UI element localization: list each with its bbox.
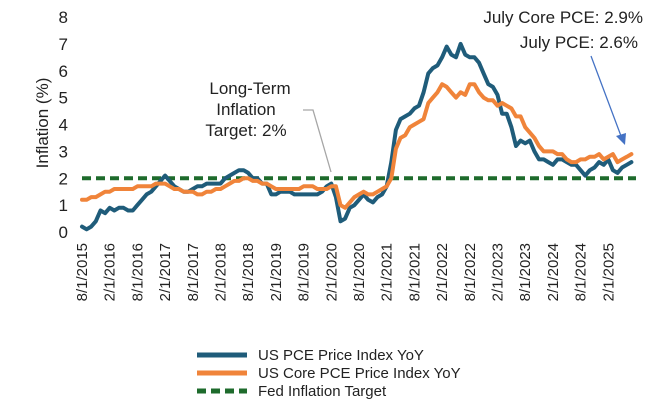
annotation-long-term-line-2: Inflation [216, 100, 276, 119]
annotation-pce: July PCE: 2.6% [520, 33, 638, 145]
annotation-pce-arrow [590, 55, 622, 137]
x-tick-label: 2/1/2017 [157, 243, 174, 301]
annotation-long-term-leader [303, 109, 332, 173]
x-tick-label: 2/1/2018 [213, 243, 230, 301]
annotation-core-pce-text: July Core PCE: 2.9% [483, 8, 643, 27]
x-tick-label: 8/1/2024 [573, 243, 590, 301]
legend-item-core-pce: US Core PCE Price Index YoY [197, 365, 461, 382]
series-line-core-pce [80, 82, 634, 210]
y-tick-label: 0 [59, 223, 68, 242]
x-tick-label: 8/1/2018 [240, 243, 257, 301]
annotation-long-term-target: Long-Term Inflation Target: 2% [205, 79, 332, 173]
x-tick-label: 8/1/2022 [462, 243, 479, 301]
y-tick-label: 5 [59, 89, 68, 108]
legend: US PCE Price Index YoY US Core PCE Price… [197, 347, 461, 400]
x-tick-label: 2/1/2021 [379, 243, 396, 301]
x-tick-label: 2/1/2024 [545, 243, 562, 301]
y-tick-label: 7 [59, 35, 68, 54]
series-line-pce [80, 41, 634, 232]
x-axis: 8/1/2015 2/1/2016 8/1/2016 2/1/2017 8/1/2017… [74, 243, 617, 301]
legend-item-pce: US PCE Price Index YoY [197, 347, 424, 364]
y-tick-label: 6 [59, 62, 68, 81]
x-tick-label: 8/1/2023 [517, 243, 534, 301]
x-tick-label: 2/1/2022 [434, 243, 451, 301]
y-tick-label: 2 [59, 169, 68, 188]
annotation-long-term-line-1: Long-Term [209, 79, 290, 98]
annotation-long-term-line-3: Target: 2% [205, 121, 286, 140]
annotation-pce-text: July PCE: 2.6% [520, 33, 638, 52]
plot-area [80, 41, 636, 232]
x-tick-label: 2/1/2019 [268, 243, 285, 301]
x-tick-label: 2/1/2016 [102, 243, 119, 301]
y-tick-label: 1 [59, 196, 68, 215]
x-tick-label: 8/1/2019 [296, 243, 313, 301]
y-tick-label: 3 [59, 142, 68, 161]
y-tick-label: 4 [59, 116, 68, 135]
x-tick-label: 2/1/2020 [323, 243, 340, 301]
legend-label-pce: US PCE Price Index YoY [258, 347, 424, 364]
x-tick-label: 2/1/2023 [490, 243, 507, 301]
legend-label-fed-target: Fed Inflation Target [258, 383, 387, 400]
y-tick-label: 8 [59, 8, 68, 27]
legend-item-fed-target: Fed Inflation Target [197, 383, 387, 400]
annotation-pce-arrowhead [616, 133, 626, 145]
x-tick-label: 8/1/2015 [74, 243, 91, 301]
x-tick-label: 2/1/2025 [600, 243, 617, 301]
x-tick-label: 8/1/2017 [185, 243, 202, 301]
x-tick-label: 8/1/2021 [406, 243, 423, 301]
annotation-core-pce: July Core PCE: 2.9% [483, 8, 643, 27]
y-axis: 0 1 2 3 4 5 6 7 8 [59, 8, 68, 242]
y-axis-label: Inflation (%) [33, 78, 52, 169]
legend-label-core-pce: US Core PCE Price Index YoY [258, 365, 461, 382]
x-tick-label: 8/1/2020 [351, 243, 368, 301]
x-tick-label: 8/1/2016 [129, 243, 146, 301]
